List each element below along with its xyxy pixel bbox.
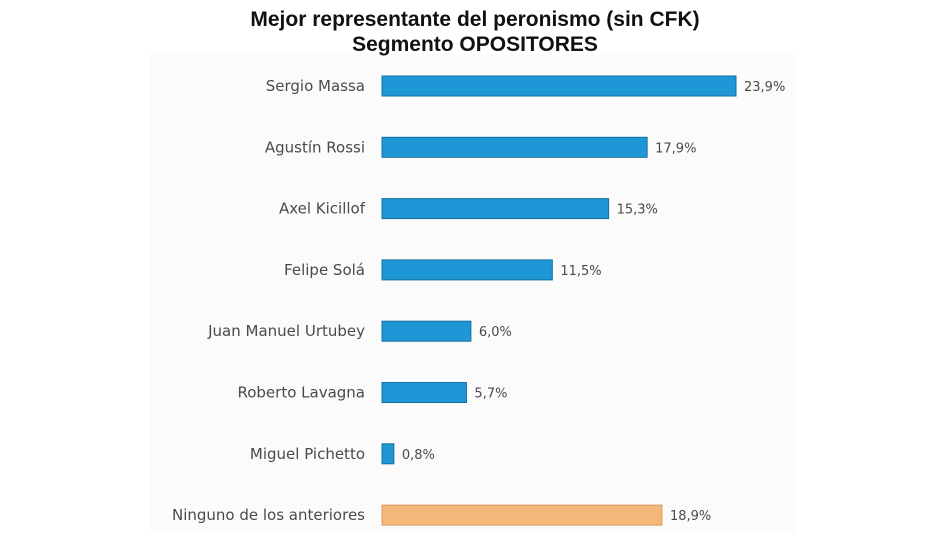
category-label: Felipe Solá <box>284 261 365 279</box>
bar-1 <box>381 75 737 97</box>
chart-subtitle: Segmento OPOSITORES <box>352 33 598 56</box>
bar-3 <box>381 198 610 220</box>
value-label: 15,3% <box>617 203 658 218</box>
category-label: Agustín Rossi <box>265 138 365 156</box>
category-label: Ninguno de los anteriores <box>172 506 365 524</box>
category-label: Sergio Massa <box>266 77 365 95</box>
category-label: Juan Manuel Urtubey <box>207 322 365 340</box>
bar-5 <box>381 320 472 342</box>
bar-8 <box>381 504 663 526</box>
value-label: 18,9% <box>670 509 711 524</box>
value-label: 0,8% <box>402 448 435 463</box>
value-label: 5,7% <box>474 387 507 402</box>
bar-2 <box>381 136 648 158</box>
plot-background <box>150 54 795 532</box>
value-label: 6,0% <box>479 325 512 340</box>
value-label: 11,5% <box>560 264 601 279</box>
category-label: Axel Kicillof <box>279 200 366 218</box>
bar-6 <box>381 382 467 403</box>
value-label: 23,9% <box>744 80 785 95</box>
chart-title: Mejor representante del peronismo (sin C… <box>250 8 700 31</box>
value-label: 17,9% <box>655 141 696 156</box>
bar-4 <box>381 259 553 281</box>
category-label: Miguel Pichetto <box>250 445 365 463</box>
bar-7 <box>381 443 395 465</box>
category-label: Roberto Lavagna <box>237 384 365 402</box>
